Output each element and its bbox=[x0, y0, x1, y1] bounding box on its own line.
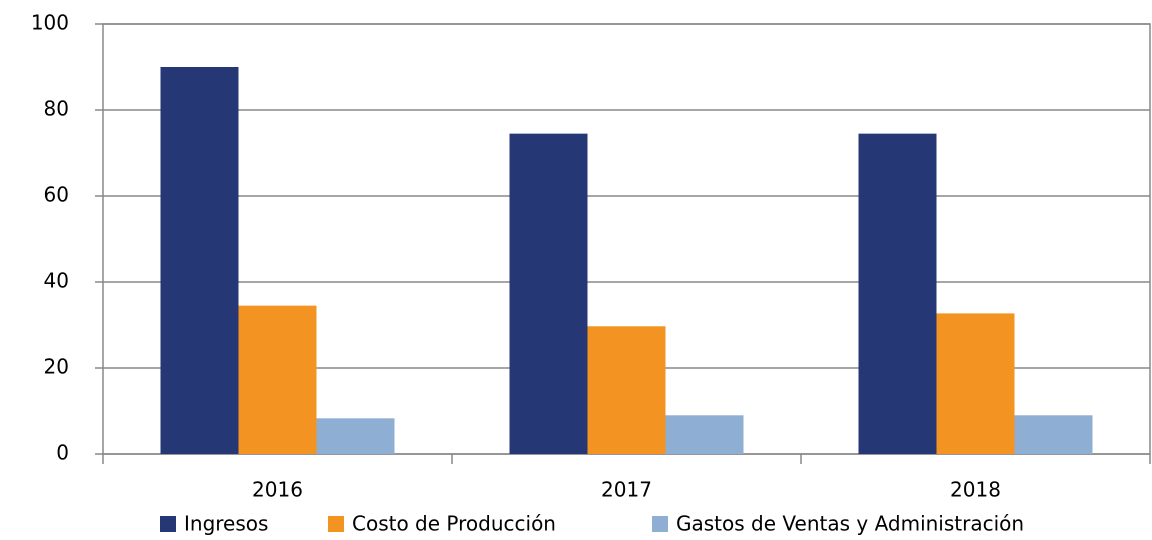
y-tick-label: 80 bbox=[44, 97, 69, 121]
legend-label: Gastos de Ventas y Administración bbox=[676, 512, 1024, 536]
y-tick-label: 20 bbox=[44, 355, 69, 379]
legend-swatch bbox=[652, 516, 668, 532]
bar bbox=[858, 133, 937, 454]
x-tick-label: 2016 bbox=[252, 478, 303, 502]
bar bbox=[665, 415, 744, 454]
y-tick-label: 100 bbox=[31, 11, 69, 35]
bar bbox=[936, 313, 1015, 454]
bar bbox=[587, 326, 666, 454]
bar bbox=[509, 133, 588, 454]
legend-label: Costo de Producción bbox=[352, 512, 556, 536]
x-tick-label: 2018 bbox=[950, 478, 1001, 502]
legend-swatch bbox=[160, 516, 176, 532]
y-tick-label: 60 bbox=[44, 183, 69, 207]
legend-label: Ingresos bbox=[184, 512, 268, 536]
bar bbox=[316, 418, 395, 454]
bar bbox=[1014, 415, 1093, 454]
bar bbox=[160, 67, 239, 454]
y-tick-label: 40 bbox=[44, 269, 69, 293]
x-tick-label: 2017 bbox=[601, 478, 652, 502]
bar bbox=[238, 305, 317, 454]
legend-swatch bbox=[328, 516, 344, 532]
y-tick-label: 0 bbox=[56, 441, 69, 465]
